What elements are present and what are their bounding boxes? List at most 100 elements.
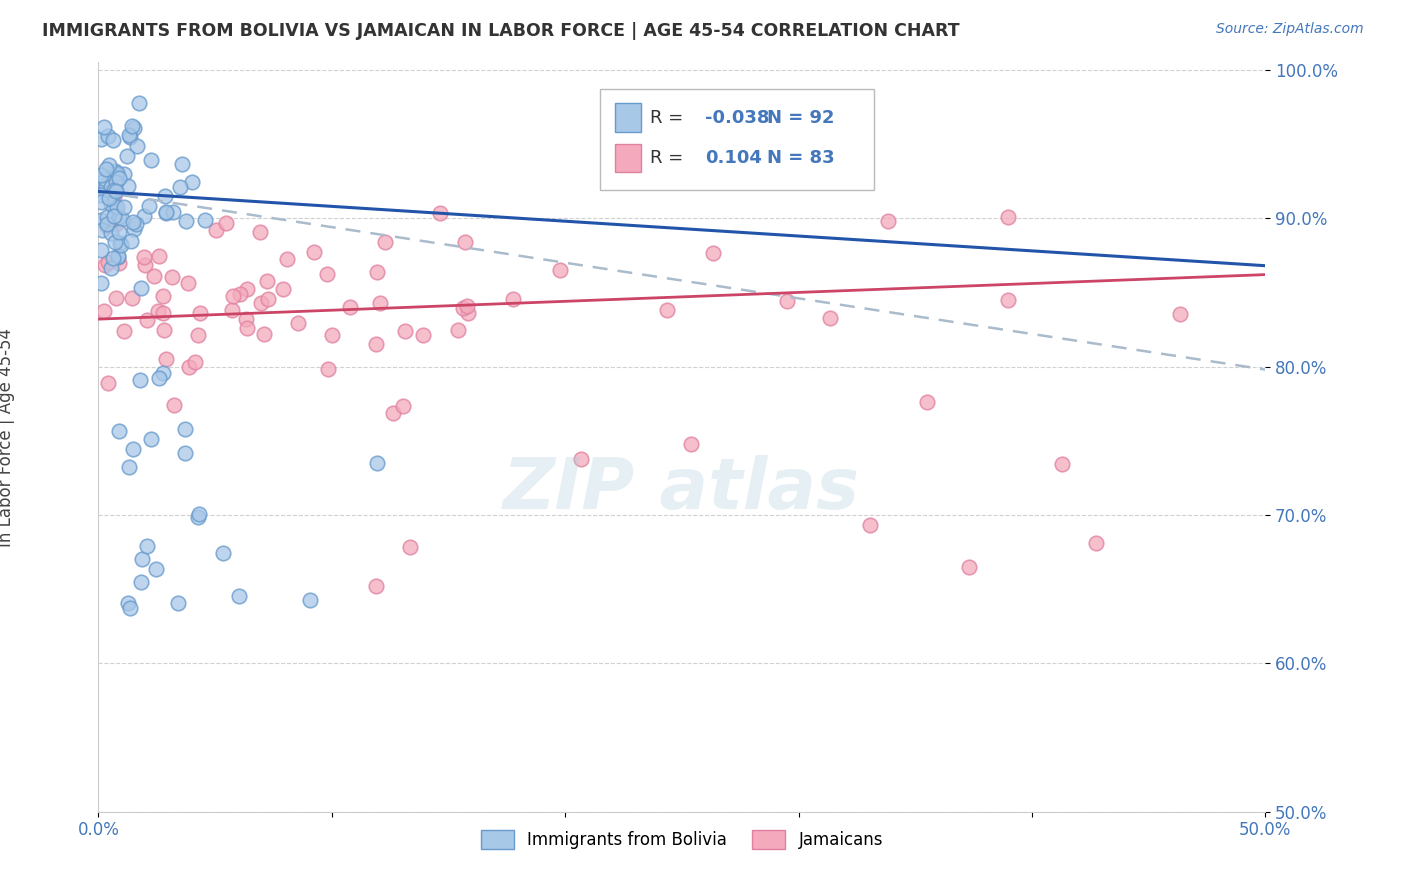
Point <box>118 459 141 474</box>
Point <box>103 189 125 203</box>
Point <box>138 199 160 213</box>
Point <box>121 291 143 305</box>
Point <box>103 201 125 215</box>
Point <box>105 167 128 181</box>
Point <box>148 249 170 263</box>
Point <box>222 289 245 303</box>
Point <box>121 442 143 457</box>
Point <box>271 282 294 296</box>
Text: Source: ZipAtlas.com: Source: ZipAtlas.com <box>1216 22 1364 37</box>
Y-axis label: In Labor Force | Age 45-54: In Labor Force | Age 45-54 <box>0 327 15 547</box>
Point <box>97 376 120 390</box>
Point <box>569 451 592 466</box>
Point <box>94 181 117 195</box>
Point <box>152 306 174 320</box>
Point <box>679 437 702 451</box>
Point <box>105 200 128 214</box>
Point <box>249 295 271 310</box>
Point <box>108 171 131 186</box>
Point <box>94 258 117 272</box>
FancyBboxPatch shape <box>616 103 641 132</box>
Point <box>90 168 112 182</box>
Point <box>90 132 112 146</box>
Point <box>399 540 422 554</box>
Point <box>139 432 162 446</box>
Point <box>100 179 122 194</box>
Point <box>174 214 197 228</box>
Point <box>90 243 112 257</box>
Point <box>181 175 204 189</box>
Point <box>211 546 233 560</box>
Point <box>108 225 131 239</box>
Point <box>136 313 159 327</box>
Point <box>215 216 238 230</box>
Point <box>100 260 122 275</box>
Point <box>174 446 197 460</box>
Point <box>502 292 524 306</box>
Point <box>93 120 115 134</box>
Point <box>188 507 211 521</box>
Point <box>104 175 127 189</box>
Point <box>131 574 153 589</box>
Point <box>194 213 217 227</box>
Point <box>316 362 339 376</box>
Point <box>702 245 724 260</box>
Point <box>412 328 434 343</box>
Point <box>115 149 138 163</box>
Point <box>97 129 120 144</box>
Point <box>103 183 125 197</box>
Point <box>321 328 343 343</box>
Point <box>155 351 177 366</box>
Point <box>129 373 152 387</box>
Text: R =: R = <box>651 109 683 127</box>
Point <box>105 292 128 306</box>
Point <box>134 258 156 272</box>
Point <box>877 214 900 228</box>
Point <box>103 209 125 223</box>
Point <box>155 205 177 219</box>
Point <box>174 422 197 436</box>
Point <box>451 301 474 315</box>
Point <box>108 235 131 250</box>
Point <box>957 560 980 574</box>
Point <box>1168 307 1191 321</box>
Point <box>776 293 799 308</box>
Point <box>148 304 170 318</box>
Point <box>172 156 194 170</box>
Point <box>1050 457 1073 471</box>
Point <box>228 590 250 604</box>
Point <box>249 225 271 239</box>
Point <box>107 250 129 264</box>
Point <box>1084 535 1107 549</box>
Text: R =: R = <box>651 149 683 167</box>
Point <box>132 209 155 223</box>
Point <box>370 296 392 310</box>
Point <box>103 252 125 266</box>
Text: N = 92: N = 92 <box>768 109 835 127</box>
Point <box>382 406 405 420</box>
Point <box>108 210 131 224</box>
Point <box>90 212 112 227</box>
Text: 0.104: 0.104 <box>706 149 762 167</box>
Point <box>183 354 205 368</box>
Point <box>253 326 276 341</box>
FancyBboxPatch shape <box>600 88 875 190</box>
Text: N = 83: N = 83 <box>768 149 835 167</box>
Point <box>187 510 209 524</box>
Point <box>391 399 413 413</box>
FancyBboxPatch shape <box>616 144 641 172</box>
Point <box>131 552 153 566</box>
Point <box>997 293 1019 308</box>
Point <box>859 517 882 532</box>
Point <box>94 178 117 192</box>
Point <box>90 195 112 210</box>
Point <box>128 95 150 110</box>
Point <box>152 366 174 380</box>
Point <box>162 205 184 219</box>
Point <box>93 303 115 318</box>
Point <box>90 276 112 290</box>
Point <box>107 249 129 263</box>
Point <box>122 221 145 235</box>
Point <box>120 234 142 248</box>
Point <box>429 206 451 220</box>
